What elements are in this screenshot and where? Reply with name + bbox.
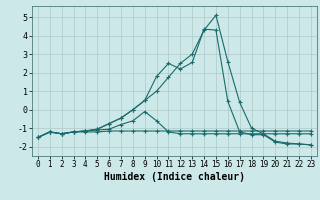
X-axis label: Humidex (Indice chaleur): Humidex (Indice chaleur) bbox=[104, 172, 245, 182]
